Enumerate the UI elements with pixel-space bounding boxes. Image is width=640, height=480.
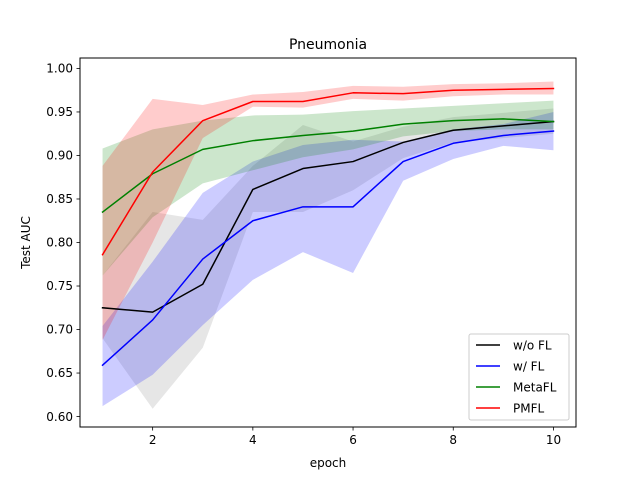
x-tick-label: 6 bbox=[349, 433, 357, 447]
band-2 bbox=[102, 100, 554, 276]
x-axis-label: epoch bbox=[310, 456, 347, 470]
y-axis-label: Test AUC bbox=[19, 216, 33, 270]
series-line-1 bbox=[101, 130, 555, 367]
x-tick-label: 2 bbox=[149, 433, 157, 447]
legend-box bbox=[468, 333, 570, 421]
y-tick-label: 0.95 bbox=[46, 105, 73, 119]
x-tick-label: 8 bbox=[449, 433, 457, 447]
y-axis-ticks: 0.60 0.65 0.70 0.75 0.80 0.85 0.90 0.95 1.00 bbox=[46, 62, 80, 424]
series-lines bbox=[101, 87, 555, 367]
y-tick-label: 1.00 bbox=[46, 62, 73, 76]
y-tick-label: 0.80 bbox=[46, 236, 73, 250]
legend-label-3: PMFL bbox=[513, 402, 544, 416]
y-tick-label: 0.70 bbox=[46, 323, 73, 337]
legend-label-1: w/ FL bbox=[513, 360, 545, 374]
band-0 bbox=[102, 108, 554, 409]
chart-title: Pneumonia bbox=[289, 37, 367, 53]
x-tick-label: 4 bbox=[249, 433, 257, 447]
series-line-2 bbox=[101, 118, 555, 214]
y-tick-label: 0.65 bbox=[46, 366, 73, 380]
band-3 bbox=[102, 81, 554, 340]
legend: w/o FL w/ FL MetaFL PMFL bbox=[468, 333, 570, 421]
band-1 bbox=[102, 111, 554, 407]
series-line-3 bbox=[101, 87, 555, 256]
legend-label-0: w/o FL bbox=[513, 339, 552, 353]
y-tick-label: 0.85 bbox=[46, 192, 73, 206]
x-tick-label: 10 bbox=[546, 433, 561, 447]
y-tick-label: 0.60 bbox=[46, 410, 73, 424]
y-tick-label: 0.75 bbox=[46, 279, 73, 293]
confidence-bands bbox=[102, 81, 554, 409]
x-axis-ticks: 2 4 6 8 10 bbox=[149, 427, 561, 447]
legend-label-2: MetaFL bbox=[513, 381, 557, 395]
series-line-0 bbox=[101, 120, 555, 313]
y-tick-label: 0.90 bbox=[46, 149, 73, 163]
